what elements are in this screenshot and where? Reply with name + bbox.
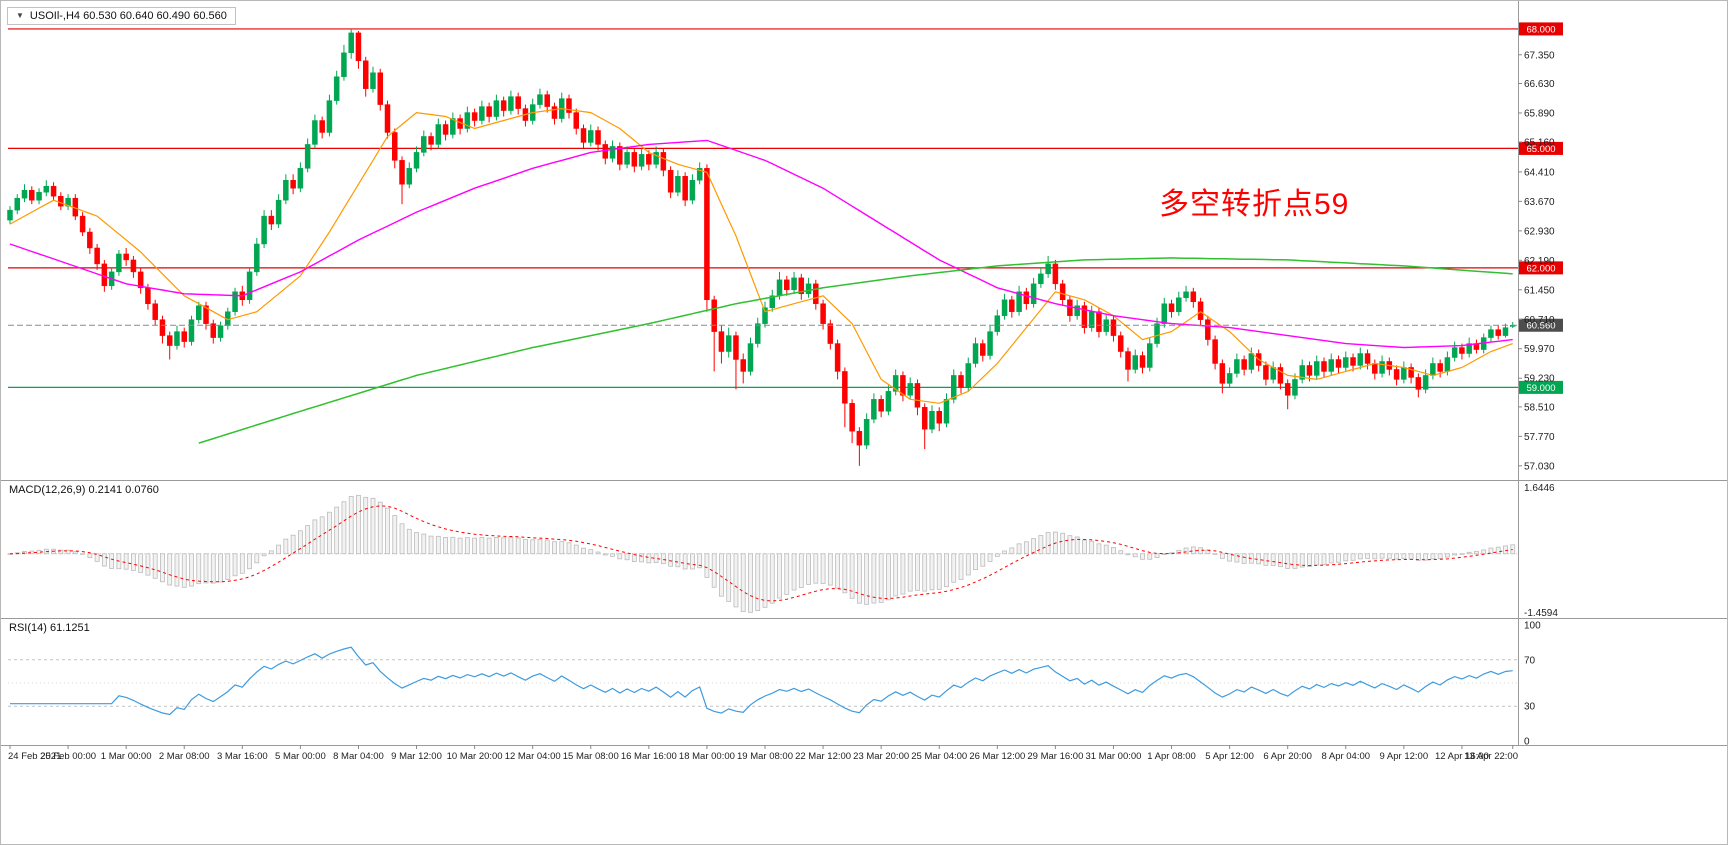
svg-text:16 Mar 16:00: 16 Mar 16:00 [621,751,677,762]
svg-text:59.230: 59.230 [1524,374,1555,385]
horizontal-levels[interactable]: 68.000 65.000 62.000 59.000 [8,22,1563,394]
svg-text:1.6446: 1.6446 [1524,483,1555,494]
svg-text:13 Apr 22:00: 13 Apr 22:00 [1464,751,1518,762]
svg-text:15 Mar 08:00: 15 Mar 08:00 [563,751,619,762]
svg-text:0: 0 [1524,737,1530,748]
svg-text:23 Mar 20:00: 23 Mar 20:00 [853,751,909,762]
svg-text:67.350: 67.350 [1524,50,1555,61]
svg-text:57.770: 57.770 [1524,432,1555,443]
svg-text:9 Apr 12:00: 9 Apr 12:00 [1380,751,1429,762]
rsi-panel[interactable]: 100 70 30 0 [8,621,1541,748]
svg-text:65.890: 65.890 [1524,108,1555,119]
mid-ma [9,139,1513,349]
svg-text:31 Mar 00:00: 31 Mar 00:00 [1085,751,1141,762]
svg-text:64.410: 64.410 [1524,167,1555,178]
price-axis[interactable]: 67.350 66.630 65.890 65.160 64.410 63.670 62.9… [1518,50,1555,472]
macd-signal-line [9,505,1513,602]
svg-text:19 Mar 08:00: 19 Mar 08:00 [737,751,793,762]
svg-text:65.160: 65.160 [1524,138,1555,149]
svg-text:62.000: 62.000 [1526,263,1555,274]
svg-text:10 Mar 20:00: 10 Mar 20:00 [447,751,503,762]
svg-text:5 Apr 12:00: 5 Apr 12:00 [1205,751,1254,762]
svg-text:58.510: 58.510 [1524,402,1555,413]
svg-text:57.030: 57.030 [1524,461,1555,472]
svg-text:60.560: 60.560 [1526,321,1555,332]
fast-ma [9,107,1513,404]
svg-text:9 Mar 12:00: 9 Mar 12:00 [391,751,442,762]
svg-text:25 Feb 00:00: 25 Feb 00:00 [40,751,96,762]
svg-text:26 Mar 12:00: 26 Mar 12:00 [969,751,1025,762]
current-price-line: 60.560 [8,318,1563,332]
svg-text:63.670: 63.670 [1524,197,1555,208]
svg-text:65.000: 65.000 [1526,144,1555,155]
moving-average-lines [9,107,1513,444]
macd-indicator-label: MACD(12,26,9) 0.2141 0.0760 [9,484,159,496]
bottom-whitespace [1,767,1727,844]
symbol-ohlc-readout: ▼ USOIl-,H4 60.530 60.640 60.490 60.560 [7,7,236,25]
svg-text:-1.4594: -1.4594 [1524,608,1558,619]
svg-text:30: 30 [1524,702,1536,713]
chart-annotation-text: 多空转折点59 [1159,188,1350,221]
svg-text:59.000: 59.000 [1526,383,1555,394]
slow-ma [198,257,1513,444]
macd-panel[interactable]: 1.6446 -1.4594 [7,483,1558,619]
svg-text:1 Mar 00:00: 1 Mar 00:00 [101,751,152,762]
svg-text:2 Mar 08:00: 2 Mar 08:00 [159,751,210,762]
svg-text:8 Mar 04:00: 8 Mar 04:00 [333,751,384,762]
candlestick-series [7,29,1516,466]
svg-text:25 Mar 04:00: 25 Mar 04:00 [911,751,967,762]
svg-text:12 Apr 16:00: 12 Apr 16:00 [1435,751,1489,762]
svg-text:5 Mar 00:00: 5 Mar 00:00 [275,751,326,762]
svg-text:22 Mar 12:00: 22 Mar 12:00 [795,751,851,762]
svg-text:18 Mar 00:00: 18 Mar 00:00 [679,751,735,762]
svg-text:66.630: 66.630 [1524,79,1555,90]
svg-text:29 Mar 16:00: 29 Mar 16:00 [1027,751,1083,762]
svg-text:1 Apr 08:00: 1 Apr 08:00 [1147,751,1196,762]
svg-text:59.970: 59.970 [1524,344,1555,355]
svg-text:24 Feb 2021: 24 Feb 2021 [8,751,61,762]
svg-text:70: 70 [1524,655,1536,666]
svg-text:62.930: 62.930 [1524,226,1555,237]
svg-text:8 Apr 04:00: 8 Apr 04:00 [1321,751,1370,762]
svg-text:61.450: 61.450 [1524,285,1555,296]
svg-text:6 Apr 20:00: 6 Apr 20:00 [1263,751,1312,762]
svg-text:62.190: 62.190 [1524,256,1555,267]
panel-separators [1,1,1727,746]
svg-text:60.710: 60.710 [1524,315,1555,326]
chevron-down-icon[interactable]: ▼ [16,11,24,20]
svg-text:12 Mar 04:00: 12 Mar 04:00 [505,751,561,762]
svg-text:100: 100 [1524,621,1541,632]
rsi-line [10,646,1513,716]
symbol-ohlc-text: USOIl-,H4 60.530 60.640 60.490 60.560 [29,10,227,22]
svg-text:68.000: 68.000 [1526,24,1555,35]
rsi-indicator-label: RSI(14) 61.1251 [9,622,90,634]
svg-text:3 Mar 16:00: 3 Mar 16:00 [217,751,268,762]
